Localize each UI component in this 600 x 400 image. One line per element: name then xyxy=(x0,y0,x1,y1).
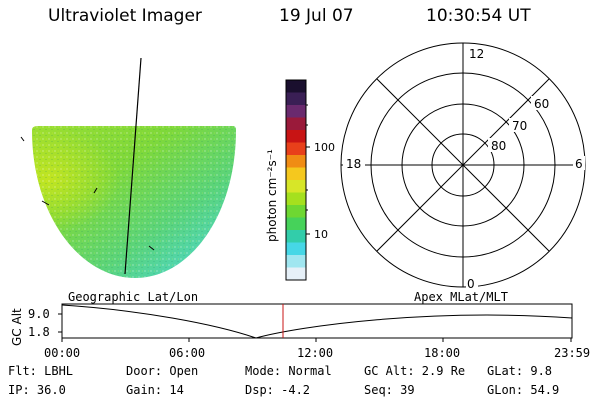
glon-info: GLon: 54.9 xyxy=(487,383,560,397)
polar-mlt-plot xyxy=(340,42,586,288)
mlat-label-80: 80 xyxy=(491,139,506,153)
dsp-info: Dsp: -4.2 xyxy=(245,383,311,397)
colorbar-segment xyxy=(286,130,306,143)
colorbar-segment xyxy=(286,142,306,156)
colorbar-unit-label: photon cm⁻²s⁻¹ xyxy=(265,149,279,242)
seq-info: Seq: 39 xyxy=(364,383,415,397)
x-tick-1200: 12:00 xyxy=(297,346,334,360)
filter-info: Flt: LBHL xyxy=(8,364,74,378)
ip-info: IP: 36.0 xyxy=(8,383,66,397)
x-tick-2359: 23:59 xyxy=(554,346,591,360)
colorbar-tick-10: 10 xyxy=(314,228,328,241)
colorbar-segment xyxy=(286,205,306,218)
gain-info: Gain: 14 xyxy=(126,383,184,397)
orbit-altitude-timeline xyxy=(58,303,573,342)
mlt-label-0: 0 xyxy=(467,277,475,291)
time-label: 10:30:54 UT xyxy=(426,6,531,26)
mlat-label-60: 60 xyxy=(534,97,549,111)
colorbar-segment xyxy=(286,167,306,181)
colorbar-segment xyxy=(286,242,306,256)
glat-info: GLat: 9.8 xyxy=(487,364,553,378)
colorbar-segment xyxy=(286,117,306,131)
earth-image xyxy=(20,57,236,278)
colorbar-segment xyxy=(286,180,306,193)
y-tick-low: 1.8 xyxy=(28,325,50,339)
mlt-label-12: 12 xyxy=(469,47,484,61)
colorbar-border xyxy=(285,79,307,281)
colorbar-segment xyxy=(286,267,306,281)
date-label: 19 Jul 07 xyxy=(279,6,354,26)
x-tick-0000: 00:00 xyxy=(44,346,81,360)
instrument-title: Ultraviolet Imager xyxy=(48,6,202,26)
colorbar-ticks: 100 10 xyxy=(306,104,335,241)
mlt-label-6: 6 xyxy=(575,157,583,171)
color-scale-bar xyxy=(285,79,307,281)
gc-alt-info: GC Alt: 2.9 Re xyxy=(364,364,466,378)
sun-direction-line xyxy=(124,57,142,275)
apex-label: Apex MLat/MLT xyxy=(414,290,508,304)
colorbar-segment xyxy=(286,192,306,206)
geographic-label: Geographic Lat/Lon xyxy=(68,290,199,304)
timeline-axis-title: GC Alt xyxy=(10,308,24,346)
colorbar-segment xyxy=(286,230,306,243)
y-tick-high: 9.0 xyxy=(28,307,50,321)
colorbar-segment xyxy=(286,217,306,231)
mode-info: Mode: Normal xyxy=(245,364,332,378)
mlat-label-70: 70 xyxy=(512,119,527,133)
colorbar-segment xyxy=(286,105,306,118)
door-info: Door: Open xyxy=(126,364,199,378)
colorbar-segment xyxy=(286,92,306,106)
colorbar-segment xyxy=(286,255,306,268)
colorbar-segment xyxy=(286,80,306,93)
mlt-label-18: 18 xyxy=(346,157,361,171)
x-tick-0600: 06:00 xyxy=(169,346,206,360)
colorbar-tick-100: 100 xyxy=(314,141,335,154)
colorbar-segment xyxy=(286,155,306,168)
x-tick-1800: 18:00 xyxy=(424,346,461,360)
